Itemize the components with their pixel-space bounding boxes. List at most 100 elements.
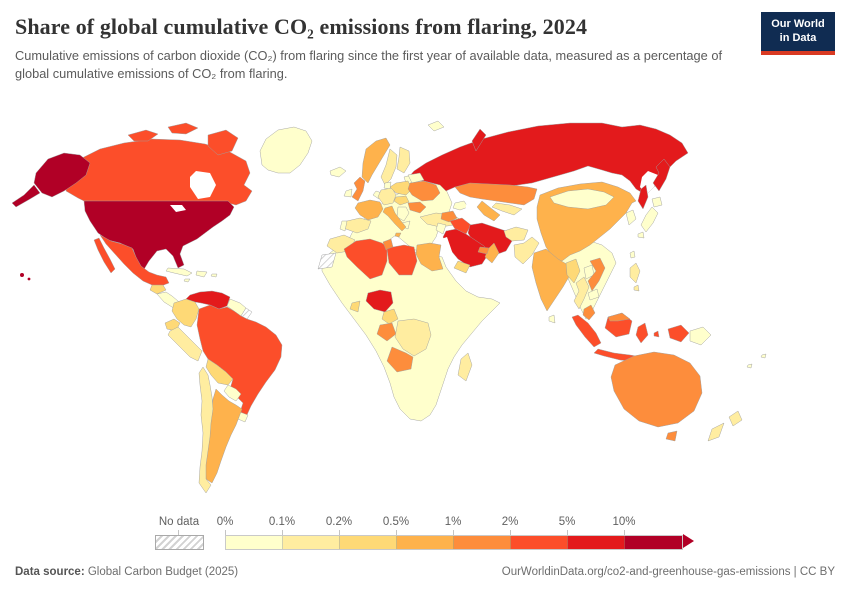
country-italy-sicily[interactable] bbox=[394, 232, 402, 238]
country-united-kingdom[interactable] bbox=[351, 176, 366, 202]
country-vietnam[interactable] bbox=[587, 257, 606, 292]
country-australia-tasmania[interactable] bbox=[665, 430, 678, 442]
country-india[interactable] bbox=[531, 248, 571, 312]
country-usa-hawaii-1[interactable] bbox=[20, 273, 24, 277]
country-france[interactable] bbox=[354, 199, 384, 221]
country-new-zealand-north[interactable] bbox=[728, 410, 743, 427]
country-finland[interactable] bbox=[396, 146, 411, 174]
country-afghanistan[interactable] bbox=[503, 226, 529, 242]
credit-link[interactable]: OurWorldinData.org/co2-and-greenhouse-ga… bbox=[501, 566, 835, 578]
country-philippines[interactable] bbox=[629, 262, 641, 284]
legend-bin-swatch[interactable] bbox=[397, 536, 454, 549]
country-malaysia-peninsula[interactable] bbox=[582, 304, 596, 321]
country-indonesia-sumatra[interactable] bbox=[571, 314, 602, 348]
country-italy[interactable] bbox=[382, 205, 407, 232]
country-myanmar[interactable] bbox=[565, 258, 581, 284]
country-canada-arctic-2[interactable] bbox=[167, 122, 199, 135]
legend-bin-swatch[interactable] bbox=[226, 536, 283, 549]
legend-bin-swatch[interactable] bbox=[340, 536, 397, 549]
country-russia-sakhalin[interactable] bbox=[637, 184, 649, 210]
country-libya[interactable] bbox=[386, 244, 418, 276]
country-papua-new-guinea[interactable] bbox=[689, 326, 712, 346]
country-usa-alaska[interactable] bbox=[33, 152, 91, 198]
country-iraq[interactable] bbox=[449, 217, 472, 235]
country-korea[interactable] bbox=[625, 209, 637, 226]
country-usa-aleutians[interactable] bbox=[11, 184, 41, 208]
country-guatemala[interactable] bbox=[149, 284, 167, 295]
country-sri-lanka[interactable] bbox=[548, 314, 556, 324]
country-syria[interactable] bbox=[440, 210, 458, 223]
country-turkmenistan[interactable] bbox=[476, 200, 501, 222]
country-angola[interactable] bbox=[386, 346, 414, 373]
country-mexico[interactable] bbox=[99, 234, 170, 287]
country-algeria[interactable] bbox=[343, 238, 388, 280]
country-uzbekistan[interactable] bbox=[491, 202, 523, 216]
country-ukraine[interactable] bbox=[407, 180, 441, 202]
legend-no-data-swatch[interactable] bbox=[155, 535, 204, 550]
country-czech-hungary[interactable] bbox=[393, 195, 410, 206]
country-mongolia[interactable] bbox=[549, 188, 615, 210]
country-caucasus[interactable] bbox=[452, 200, 469, 211]
country-pacific-islands-1[interactable] bbox=[746, 363, 753, 369]
country-pakistan[interactable] bbox=[513, 236, 540, 265]
country-ireland[interactable] bbox=[343, 188, 353, 198]
country-nigeria[interactable] bbox=[365, 289, 394, 313]
country-thailand[interactable] bbox=[573, 276, 590, 310]
country-poland[interactable] bbox=[389, 180, 413, 196]
country-egypt[interactable] bbox=[415, 242, 444, 272]
country-indonesia-west-papua[interactable] bbox=[667, 324, 690, 343]
owid-logo[interactable]: Our World in Data bbox=[761, 12, 835, 55]
legend-bin-swatch[interactable] bbox=[283, 536, 340, 549]
country-russia-novaya-zemlya[interactable] bbox=[471, 128, 487, 152]
country-indonesia-sulawesi[interactable] bbox=[635, 322, 649, 344]
country-russia-kamchatka[interactable] bbox=[652, 158, 671, 192]
country-pacific-islands-2[interactable] bbox=[760, 353, 767, 359]
country-kazakhstan[interactable] bbox=[454, 182, 538, 206]
legend-bin-swatch[interactable] bbox=[511, 536, 568, 549]
country-new-zealand-south[interactable] bbox=[707, 422, 725, 442]
country-yemen[interactable] bbox=[453, 260, 471, 274]
country-japan-hokkaido[interactable] bbox=[651, 196, 663, 208]
country-chile[interactable] bbox=[198, 366, 214, 494]
country-cambodia[interactable] bbox=[587, 288, 600, 301]
country-sweden[interactable] bbox=[380, 148, 398, 186]
country-jamaica[interactable] bbox=[183, 278, 191, 283]
country-gabon-congo[interactable] bbox=[376, 322, 397, 342]
country-taiwan[interactable] bbox=[629, 250, 636, 259]
country-cameroon[interactable] bbox=[381, 308, 399, 325]
legend-bin-swatch[interactable] bbox=[454, 536, 511, 549]
country-ghana[interactable] bbox=[349, 300, 361, 313]
country-romania[interactable] bbox=[407, 201, 427, 214]
country-portugal[interactable] bbox=[339, 220, 348, 232]
country-denmark[interactable] bbox=[383, 181, 392, 190]
country-puerto-rico[interactable] bbox=[210, 273, 218, 278]
country-norway[interactable] bbox=[361, 137, 391, 184]
country-svalbard[interactable] bbox=[427, 120, 445, 132]
country-western-sahara[interactable] bbox=[317, 252, 337, 270]
country-japan-honshu[interactable] bbox=[640, 206, 659, 233]
country-united-arab-emirates[interactable] bbox=[477, 246, 490, 255]
country-dr-congo[interactable] bbox=[394, 318, 432, 357]
country-balkans[interactable] bbox=[396, 206, 410, 222]
country-indonesia-moluccas[interactable] bbox=[653, 330, 660, 338]
country-usa-hawaii-2[interactable] bbox=[27, 277, 31, 281]
country-hispaniola[interactable] bbox=[195, 270, 208, 278]
country-mexico-baja[interactable] bbox=[93, 237, 116, 274]
country-canada-baffin[interactable] bbox=[207, 129, 239, 156]
country-peru[interactable] bbox=[167, 326, 203, 362]
country-australia[interactable] bbox=[610, 351, 703, 428]
country-japan-kyushu[interactable] bbox=[637, 231, 645, 239]
country-colombia[interactable] bbox=[171, 298, 200, 328]
country-belarus[interactable] bbox=[407, 172, 425, 184]
legend-bin-swatch[interactable] bbox=[625, 536, 682, 549]
country-greenland[interactable] bbox=[259, 126, 313, 174]
country-jordan-israel[interactable] bbox=[435, 222, 447, 235]
country-madagascar[interactable] bbox=[457, 352, 473, 382]
country-canada-arctic-1[interactable] bbox=[127, 129, 159, 142]
country-paraguay[interactable] bbox=[223, 384, 242, 402]
country-iceland[interactable] bbox=[329, 166, 347, 178]
country-oman[interactable] bbox=[484, 242, 500, 264]
country-philippines-mindanao[interactable] bbox=[633, 284, 640, 292]
country-cuba[interactable] bbox=[165, 267, 193, 277]
country-malaysia-borneo[interactable] bbox=[607, 312, 631, 322]
